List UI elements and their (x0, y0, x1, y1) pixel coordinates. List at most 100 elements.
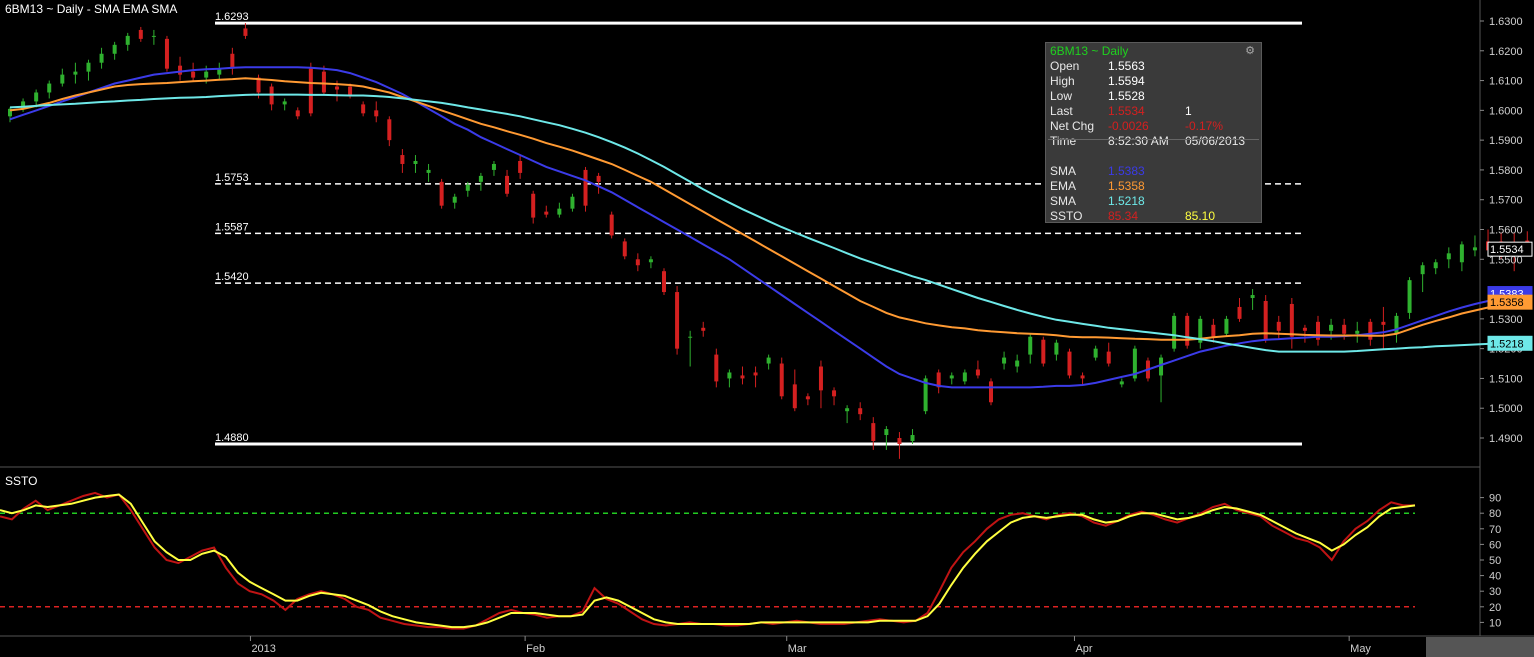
candle-body[interactable] (1028, 336, 1033, 355)
scroll-thumb[interactable] (1426, 637, 1534, 657)
candle-body[interactable] (975, 369, 980, 376)
candle-body[interactable] (753, 372, 758, 376)
candle-body[interactable] (73, 71, 78, 75)
candle-body[interactable] (1407, 280, 1412, 313)
candle-body[interactable] (256, 77, 261, 93)
candle-body[interactable] (151, 35, 156, 37)
candle-body[interactable] (675, 292, 680, 349)
candle-body[interactable] (1237, 306, 1242, 319)
candle-body[interactable] (596, 175, 601, 182)
candle-body[interactable] (86, 62, 91, 72)
candle-body[interactable] (897, 438, 902, 444)
candle-body[interactable] (387, 119, 392, 141)
candle-body[interactable] (1132, 348, 1137, 379)
candle-body[interactable] (518, 160, 523, 173)
candle-body[interactable] (544, 211, 549, 215)
candle-body[interactable] (21, 101, 26, 109)
candle-body[interactable] (1067, 351, 1072, 376)
candle-body[interactable] (936, 372, 941, 388)
candle-body[interactable] (348, 86, 353, 96)
candle-body[interactable] (308, 68, 313, 114)
candle-body[interactable] (439, 181, 444, 206)
candle-body[interactable] (465, 184, 470, 191)
candle-body[interactable] (34, 92, 39, 102)
candle-body[interactable] (1198, 318, 1203, 343)
candle-body[interactable] (204, 71, 209, 78)
candle-body[interactable] (1316, 321, 1320, 340)
candle-body[interactable] (609, 214, 614, 236)
candle-body[interactable] (714, 354, 719, 382)
candle-body[interactable] (191, 71, 196, 78)
candle-body[interactable] (832, 390, 837, 397)
candle-body[interactable] (1263, 300, 1268, 340)
candle-body[interactable] (884, 429, 889, 436)
candle-body[interactable] (1119, 381, 1124, 385)
candle-body[interactable] (1041, 339, 1046, 364)
candle-body[interactable] (452, 196, 457, 203)
candle-body[interactable] (962, 372, 967, 382)
candle-body[interactable] (112, 44, 117, 54)
candle-body[interactable] (688, 336, 693, 338)
candle-body[interactable] (361, 104, 366, 114)
candle-body[interactable] (178, 65, 183, 75)
candle-body[interactable] (766, 357, 771, 364)
candle-body[interactable] (858, 408, 863, 415)
candle-body[interactable] (635, 259, 640, 266)
candle-body[interactable] (1172, 315, 1177, 349)
candle-body[interactable] (1211, 324, 1216, 337)
candle-body[interactable] (818, 366, 823, 391)
candle-body[interactable] (570, 196, 575, 209)
candle-body[interactable] (1224, 318, 1229, 334)
candle-body[interactable] (400, 155, 405, 164)
candle-body[interactable] (1368, 321, 1373, 340)
candle-body[interactable] (282, 101, 287, 105)
candle-body[interactable] (1289, 303, 1294, 337)
candle-body[interactable] (622, 241, 627, 257)
candle-body[interactable] (335, 86, 339, 90)
candle-body[interactable] (1080, 375, 1085, 379)
candle-body[interactable] (1433, 262, 1438, 269)
candle-body[interactable] (1250, 295, 1255, 299)
candle-body[interactable] (138, 29, 143, 39)
candle-body[interactable] (99, 53, 104, 63)
candle-body[interactable] (1093, 348, 1098, 358)
candle-body[interactable] (1002, 357, 1007, 364)
candle-body[interactable] (1446, 253, 1451, 260)
candle-body[interactable] (295, 110, 300, 117)
candle-body[interactable] (1159, 357, 1164, 376)
quote-panel[interactable]: 6BM13 ~ Daily ⚙ Open 1.5563 High 1.5594 Low 1… (1045, 42, 1262, 223)
candle-body[interactable] (701, 327, 706, 331)
candle-body[interactable] (426, 169, 431, 173)
candle-body[interactable] (125, 35, 130, 45)
candle-body[interactable] (1355, 330, 1360, 334)
candle-body[interactable] (949, 375, 954, 379)
candle-body[interactable] (989, 381, 993, 403)
candle-body[interactable] (1185, 315, 1190, 346)
candle-body[interactable] (47, 83, 52, 93)
candle-body[interactable] (217, 68, 222, 75)
candle-body[interactable] (1459, 244, 1464, 263)
candle-body[interactable] (1276, 321, 1281, 331)
candle-body[interactable] (923, 378, 928, 412)
candle-body[interactable] (1394, 315, 1399, 334)
candle-body[interactable] (727, 372, 732, 379)
candle-body[interactable] (478, 175, 483, 182)
candle-body[interactable] (1342, 324, 1347, 334)
candle-body[interactable] (779, 363, 784, 397)
candle-body[interactable] (491, 163, 496, 170)
candle-body[interactable] (1054, 342, 1059, 355)
candle-body[interactable] (910, 435, 915, 441)
candle-body[interactable] (1302, 327, 1307, 331)
candle-body[interactable] (505, 175, 510, 194)
candle-body[interactable] (60, 74, 65, 84)
candle-body[interactable] (805, 396, 810, 400)
candle-body[interactable] (1329, 324, 1334, 331)
candle-body[interactable] (321, 71, 326, 93)
candle-body[interactable] (845, 408, 850, 412)
candle-body[interactable] (164, 38, 169, 69)
candle-body[interactable] (583, 169, 588, 206)
candle-body[interactable] (648, 259, 653, 263)
candle-body[interactable] (871, 423, 876, 441)
candle-body[interactable] (1106, 351, 1111, 364)
candle-body[interactable] (740, 375, 745, 379)
